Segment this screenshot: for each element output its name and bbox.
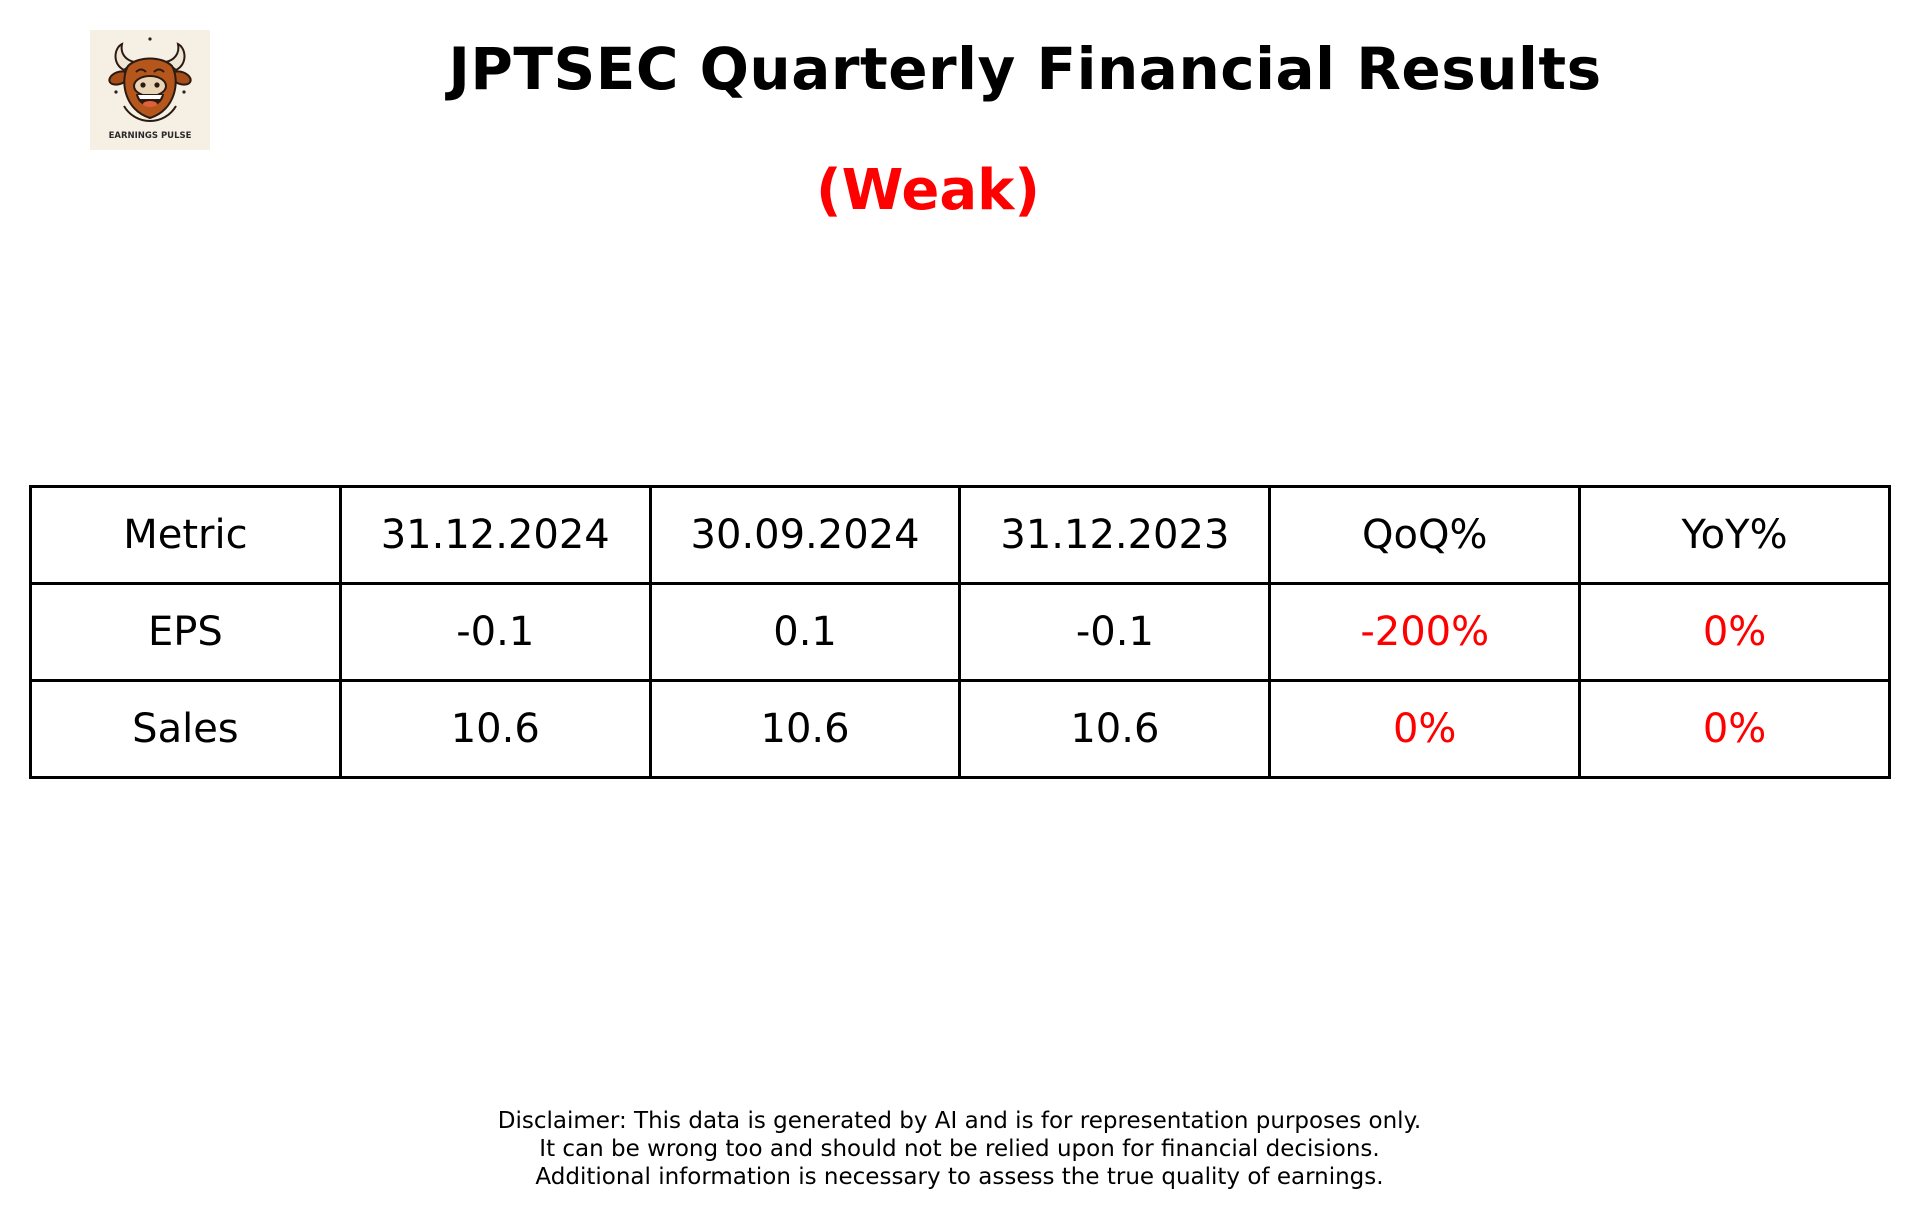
value-cell: 0.1 <box>648 582 962 682</box>
disclaimer-line: Additional information is necessary to a… <box>535 1164 1384 1190</box>
header-cell-date: 31.12.2023 <box>958 485 1272 585</box>
yoy-change-cell: 0% <box>1578 679 1891 779</box>
bull-mascot-icon: EARNINGS PULSE <box>90 30 210 150</box>
table-header-row: Metric 31.12.2024 30.09.2024 31.12.2023 … <box>29 485 1891 585</box>
value-cell: 10.6 <box>338 679 652 779</box>
value-cell: 10.6 <box>958 679 1272 779</box>
logo-caption: EARNINGS PULSE <box>109 131 192 141</box>
qoq-change-cell: 0% <box>1268 679 1582 779</box>
table-row: EPS -0.1 0.1 -0.1 -200% 0% <box>29 582 1891 682</box>
table-row: Sales 10.6 10.6 10.6 0% 0% <box>29 679 1891 779</box>
header-cell-metric: Metric <box>29 485 342 585</box>
earnings-pulse-logo: EARNINGS PULSE <box>90 30 210 150</box>
header-cell-qoq: QoQ% <box>1268 485 1582 585</box>
header-cell-date: 30.09.2024 <box>648 485 962 585</box>
page-title: JPTSEC Quarterly Financial Results <box>448 35 1602 103</box>
disclaimer: Disclaimer: This data is generated by AI… <box>0 1107 1919 1191</box>
metric-cell: Sales <box>29 679 342 779</box>
yoy-change-cell: 0% <box>1578 582 1891 682</box>
rating-label: (Weak) <box>816 158 1040 223</box>
results-table: Metric 31.12.2024 30.09.2024 31.12.2023 … <box>29 485 1891 779</box>
header-cell-yoy: YoY% <box>1578 485 1891 585</box>
value-cell: 10.6 <box>648 679 962 779</box>
value-cell: -0.1 <box>338 582 652 682</box>
metric-cell: EPS <box>29 582 342 682</box>
qoq-change-cell: -200% <box>1268 582 1582 682</box>
header-cell-date: 31.12.2024 <box>338 485 652 585</box>
value-cell: -0.1 <box>958 582 1272 682</box>
disclaimer-line: It can be wrong too and should not be re… <box>539 1136 1380 1162</box>
disclaimer-line: Disclaimer: This data is generated by AI… <box>497 1108 1422 1134</box>
